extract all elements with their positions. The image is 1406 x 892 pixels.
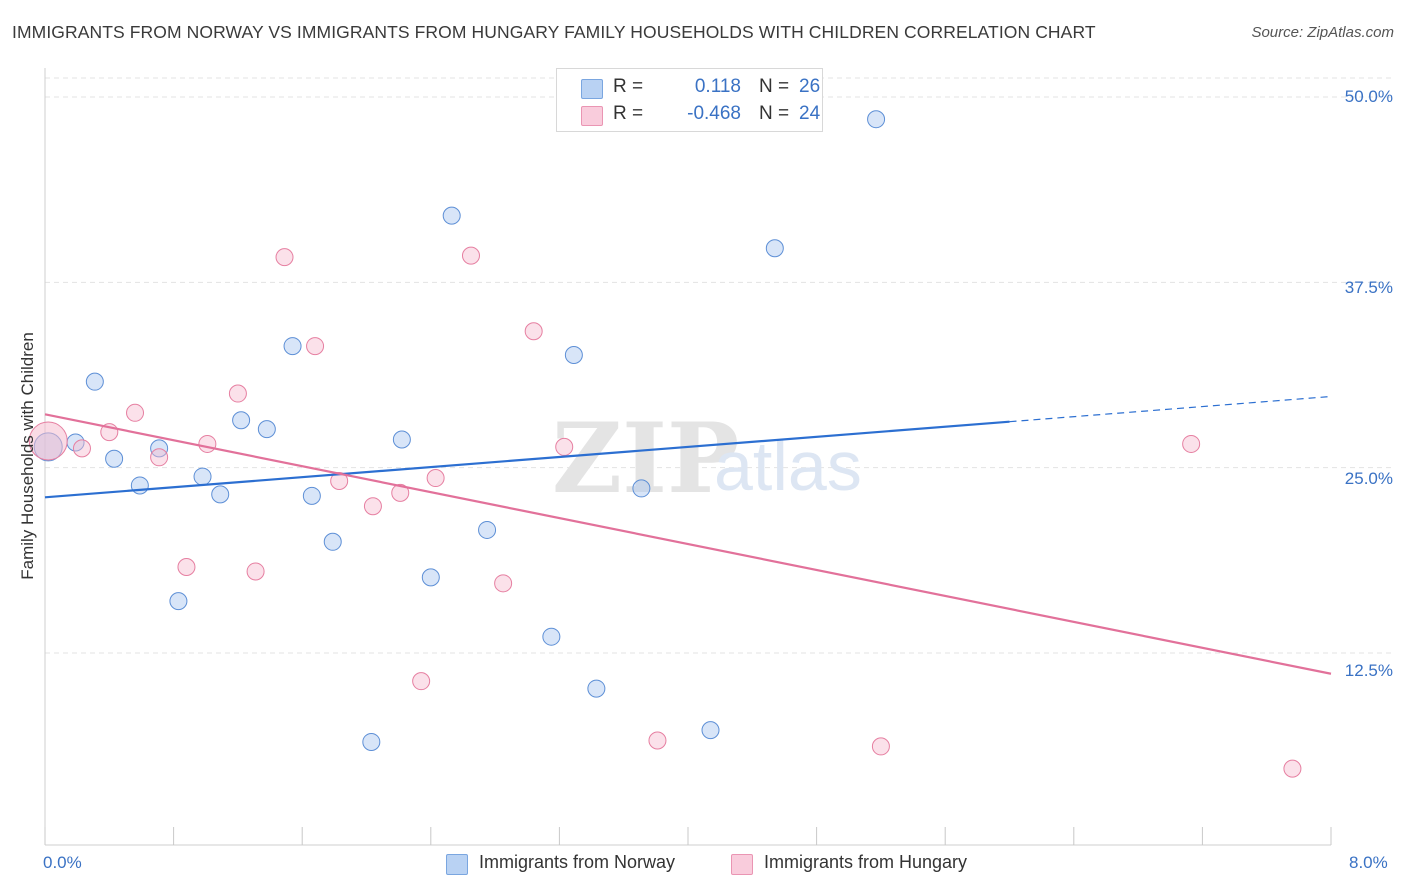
r-label: R = [613, 76, 644, 97]
hungary-swatch [581, 106, 603, 126]
hungary-point [1283, 759, 1302, 778]
norway-trend-line [44, 420, 1010, 499]
x-tick-label: 8.0% [1349, 853, 1388, 872]
hungary-point [871, 737, 890, 756]
norway-point [478, 520, 497, 539]
hungary-point [330, 472, 349, 491]
norway-point [211, 485, 230, 504]
norway-trend-extension [1009, 395, 1332, 423]
hungary-point [1182, 434, 1201, 453]
norway-point [542, 627, 561, 646]
norway-point [257, 420, 276, 439]
hungary-point [246, 562, 265, 581]
norway-swatch [446, 854, 468, 875]
hungary-trend-line [44, 413, 1332, 675]
y-tick-label: 50.0% [1344, 87, 1393, 106]
y-axis-label: Family Households with Children [18, 332, 37, 580]
n-value: 26 [799, 76, 821, 97]
r-value: 0.118 [694, 76, 741, 97]
hungary-point [391, 483, 410, 502]
norway-legend-label: Immigrants from Norway [479, 852, 676, 872]
hungary-point [648, 731, 667, 750]
norway-point [105, 449, 124, 468]
norway-point [362, 732, 381, 751]
hungary-point [461, 246, 480, 265]
chart-title: IMMIGRANTS FROM NORWAY VS IMMIGRANTS FRO… [12, 22, 1096, 42]
r-label: R = [613, 103, 644, 124]
norway-point [323, 532, 342, 551]
source-label: Source: ZipAtlas.com [1251, 24, 1394, 41]
n-label: N = [759, 76, 790, 97]
hungary-point [228, 384, 247, 403]
n-value: 24 [799, 103, 821, 124]
hungary-point [426, 469, 445, 488]
hungary-point [524, 322, 543, 341]
hungary-point [275, 248, 294, 267]
hungary-point [412, 672, 431, 691]
norway-point [302, 486, 321, 505]
y-tick-label: 12.5% [1344, 661, 1393, 680]
norway-point [85, 372, 104, 391]
norway-point [421, 568, 440, 587]
hungary-point [28, 421, 68, 461]
n-label: N = [759, 103, 790, 124]
norway-swatch [581, 79, 603, 99]
norway-point [587, 679, 606, 698]
norway-point [169, 592, 188, 611]
x-tick-label: 0.0% [43, 853, 82, 872]
hungary-point [306, 337, 325, 356]
hungary-point [72, 439, 91, 458]
hungary-point [494, 574, 513, 593]
hungary-point [198, 434, 217, 453]
y-tick-label: 25.0% [1344, 469, 1393, 488]
norway-point [564, 345, 583, 364]
hungary-point [126, 403, 145, 422]
hungary-point [555, 437, 574, 456]
hungary-swatch [731, 854, 753, 875]
norway-point [283, 337, 302, 356]
norway-point [392, 430, 411, 449]
norway-point [232, 411, 251, 430]
correlation-legend: R = 0.118 N = 26 R = -0.468 N = 24 [556, 68, 823, 132]
r-value: -0.468 [687, 103, 741, 124]
hungary-point [150, 448, 169, 467]
norway-point [442, 206, 461, 225]
hungary-point [177, 558, 196, 577]
norway-point [632, 479, 651, 498]
y-tick-label: 37.5% [1344, 278, 1393, 297]
norway-point [193, 467, 212, 486]
norway-point [701, 721, 720, 740]
norway-point [765, 239, 784, 258]
hungary-legend-label: Immigrants from Hungary [764, 852, 968, 872]
hungary-point [363, 497, 382, 516]
norway-point [867, 110, 886, 129]
watermark-zip: ZIP [552, 402, 739, 515]
